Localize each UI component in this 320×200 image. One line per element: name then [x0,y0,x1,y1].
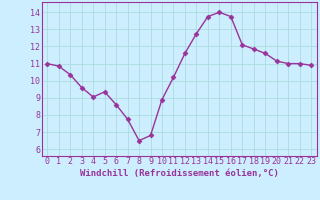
X-axis label: Windchill (Refroidissement éolien,°C): Windchill (Refroidissement éolien,°C) [80,169,279,178]
